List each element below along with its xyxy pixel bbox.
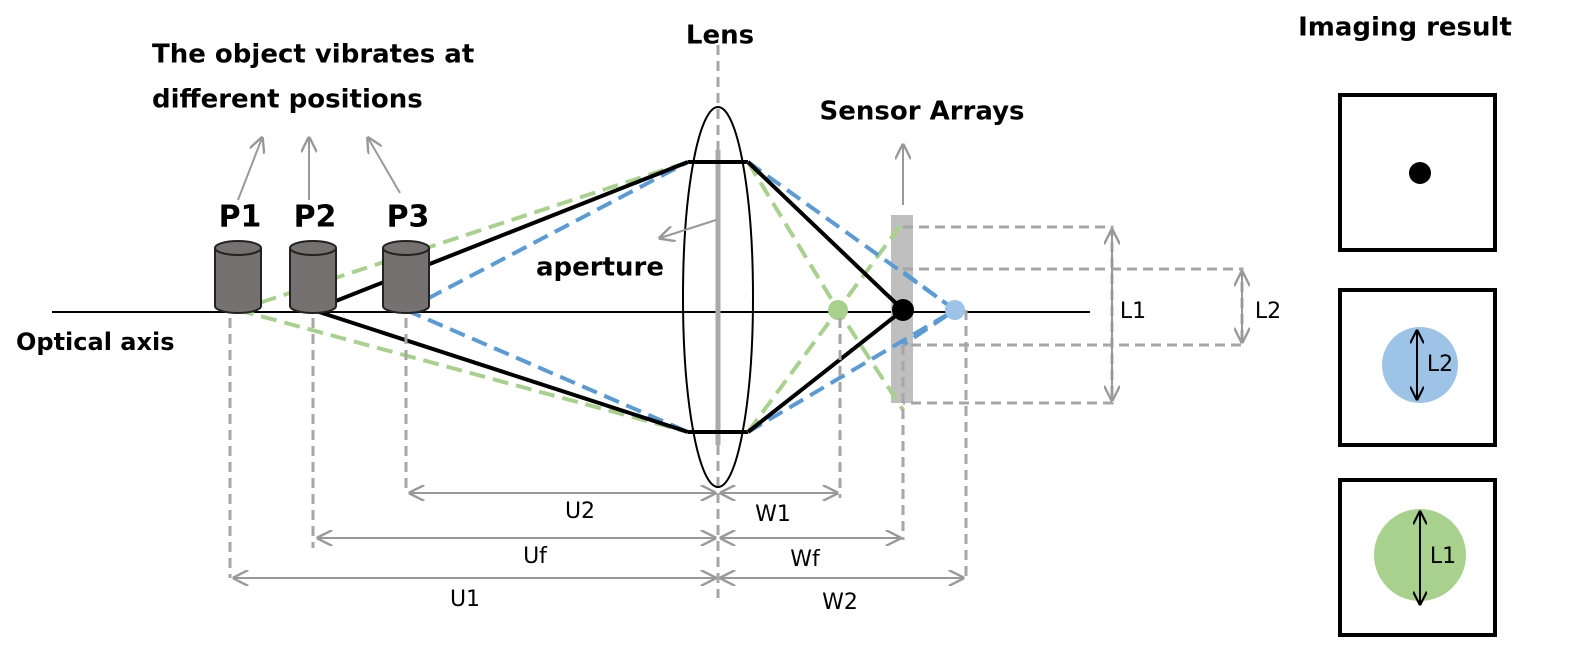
axis-label: Optical axis — [16, 328, 174, 356]
distance-label: W2 — [822, 590, 858, 615]
object-label: P1 — [219, 200, 262, 235]
distance-label: Uf — [523, 544, 548, 569]
caption-line: The object vibrates at — [152, 40, 474, 70]
result-title: Imaging result — [1298, 13, 1512, 43]
aperture-label: aperture — [536, 253, 664, 283]
panel-label: L1 — [1430, 544, 1456, 569]
spot-label: L2 — [1255, 299, 1281, 324]
object-label: P2 — [294, 200, 337, 235]
panel-label: L2 — [1427, 352, 1453, 377]
distance-label: W1 — [755, 502, 791, 527]
lens-label: Lens — [686, 21, 754, 51]
caption-line: different positions — [152, 85, 423, 115]
distance-label: U2 — [565, 499, 595, 524]
sensor-label: Sensor Arrays — [819, 97, 1024, 127]
distance-label: U1 — [450, 587, 480, 612]
result-panels — [1338, 93, 1497, 637]
spot-label: L1 — [1120, 299, 1146, 324]
object-label: P3 — [387, 200, 430, 235]
optics — [52, 45, 1242, 598]
distance-label: Wf — [790, 547, 821, 572]
